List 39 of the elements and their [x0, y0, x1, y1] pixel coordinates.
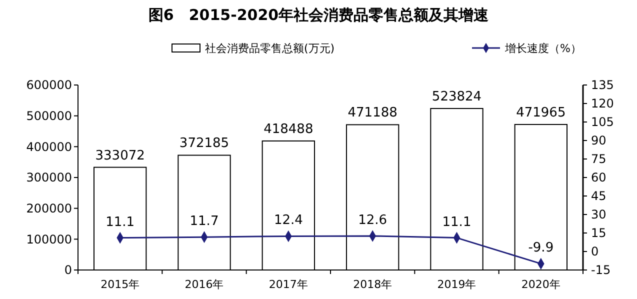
- chart-title: 图6 2015-2020年社会消费品零售总额及其增速: [148, 6, 490, 24]
- data-label: 11.1: [106, 214, 135, 230]
- y-tick-label: 500000: [26, 109, 72, 124]
- y2-tick-label: 45: [591, 189, 606, 204]
- y2-tick-label: 15: [591, 226, 606, 240]
- data-label: 372185: [179, 136, 230, 152]
- x-tick-label: 2019年: [437, 278, 476, 291]
- x-tick-label: 2017年: [268, 278, 308, 291]
- y2-tick-label: -15: [591, 263, 611, 278]
- y-tick-label: 0: [64, 263, 72, 278]
- data-label: 333072: [95, 148, 145, 164]
- data-label: 418488: [264, 122, 314, 137]
- data-label: 11.1: [442, 214, 472, 230]
- data-label: 471188: [348, 106, 398, 121]
- legend-label: 增长速度（%）: [504, 42, 582, 55]
- data-label: 523824: [432, 89, 482, 104]
- y-tick-label: 600000: [26, 78, 72, 92]
- data-label: 11.7: [190, 214, 219, 230]
- x-tick-label: 2020年: [521, 278, 560, 291]
- data-label: 12.4: [274, 213, 303, 228]
- y2-tick-label: 120: [591, 96, 614, 111]
- x-tick-label: 2015年: [100, 278, 140, 291]
- y-tick-label: 100000: [26, 232, 72, 246]
- y2-tick-label: 90: [591, 134, 606, 148]
- data-label: 12.6: [358, 212, 388, 228]
- data-label: 471965: [516, 105, 566, 120]
- legend-label: 社会消费品零售总额(万元): [205, 42, 335, 55]
- y2-tick-label: 0: [591, 244, 599, 259]
- y2-tick-label: 105: [591, 115, 614, 130]
- x-tick-label: 2018年: [353, 278, 392, 291]
- y-tick-label: 200000: [26, 202, 72, 216]
- data-label: -9.9: [528, 240, 554, 256]
- y-tick-label: 300000: [26, 170, 72, 185]
- x-tick-label: 2016年: [184, 278, 224, 291]
- y2-tick-label: 60: [591, 170, 606, 185]
- y2-tick-label: 75: [591, 152, 606, 166]
- y2-tick-label: 30: [591, 208, 606, 222]
- y2-tick-label: 135: [591, 78, 614, 92]
- y-tick-label: 400000: [26, 140, 72, 154]
